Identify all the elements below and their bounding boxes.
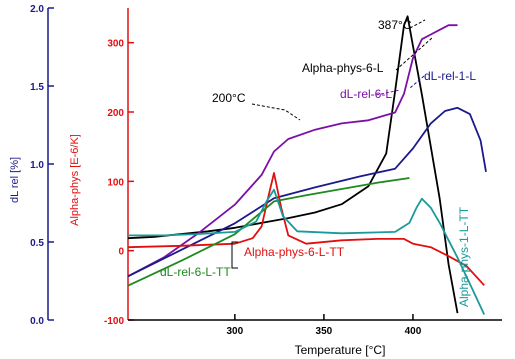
dl-tick-label: 0.5 (30, 238, 44, 249)
dl-tick-label: 0.0 (30, 316, 44, 327)
dl-tick-label: 1.5 (30, 82, 44, 93)
alpha-tick-label: 300 (107, 39, 124, 50)
leader-dl-6-l (375, 89, 401, 96)
leader-alpha-6-l (395, 37, 433, 71)
alpha-tick-label: 200 (107, 108, 124, 119)
x-tick-label: 400 (405, 326, 422, 337)
dl-axis-title: dL rel [%] (9, 157, 21, 203)
label-dl-rel-1-l: dL-rel-1-L (424, 69, 476, 83)
annotations-group: 200°C 387°C Alpha-phys-6-L dL-rel-6-L dL… (160, 18, 476, 307)
series-line-dl-rel-6-l (127, 24, 458, 278)
label-alpha-phys-6-l-tt: Alpha-phys-6-L-TT (244, 245, 345, 259)
leader-dl-1-l (409, 75, 425, 89)
annotation-387c: 387°C (378, 18, 412, 32)
series-line-dl-rel-6-l-tt (127, 177, 410, 287)
axes-group: 0.0 0.5 1.0 1.5 2.0 dL rel [%] -100 0 100 200 300 A… (9, 4, 502, 357)
annotation-200c: 200°C (212, 91, 246, 105)
alpha-tick-label: 0 (118, 247, 124, 258)
series-line-dl-rel-1-l (127, 106, 487, 278)
x-axis-title: Temperature [°C] (295, 343, 386, 357)
alpha-axis-title: Alpha-phys [E-6/K] (69, 134, 81, 226)
bracket-tt (231, 241, 238, 269)
label-alpha-phys-6-l: Alpha-phys-6-L (302, 61, 384, 75)
dl-tick-label: 1.0 (30, 160, 44, 171)
alpha-tick-label: -100 (104, 316, 124, 327)
leader-387c (409, 19, 426, 29)
x-tick-label: 300 (227, 326, 244, 337)
series-line-alpha-phys-1-l-tt (128, 188, 486, 315)
label-dl-rel-6-l: dL-rel-6-L (340, 87, 392, 101)
series-group (127, 15, 487, 315)
series-line-alpha-phys-6-l (127, 15, 459, 314)
leader-200c (251, 103, 301, 121)
dl-tick-label: 2.0 (30, 4, 44, 15)
alpha-tick-label: 100 (107, 177, 124, 188)
series-line-alpha-phys-6-l-tt (127, 172, 485, 286)
label-dl-rel-6-l-tt: dL-rel-6-L-TT (160, 265, 231, 279)
label-alpha-phys-1-l-tt: Alpha-phys-1-L-TT (457, 206, 471, 307)
x-tick-label: 350 (316, 326, 333, 337)
